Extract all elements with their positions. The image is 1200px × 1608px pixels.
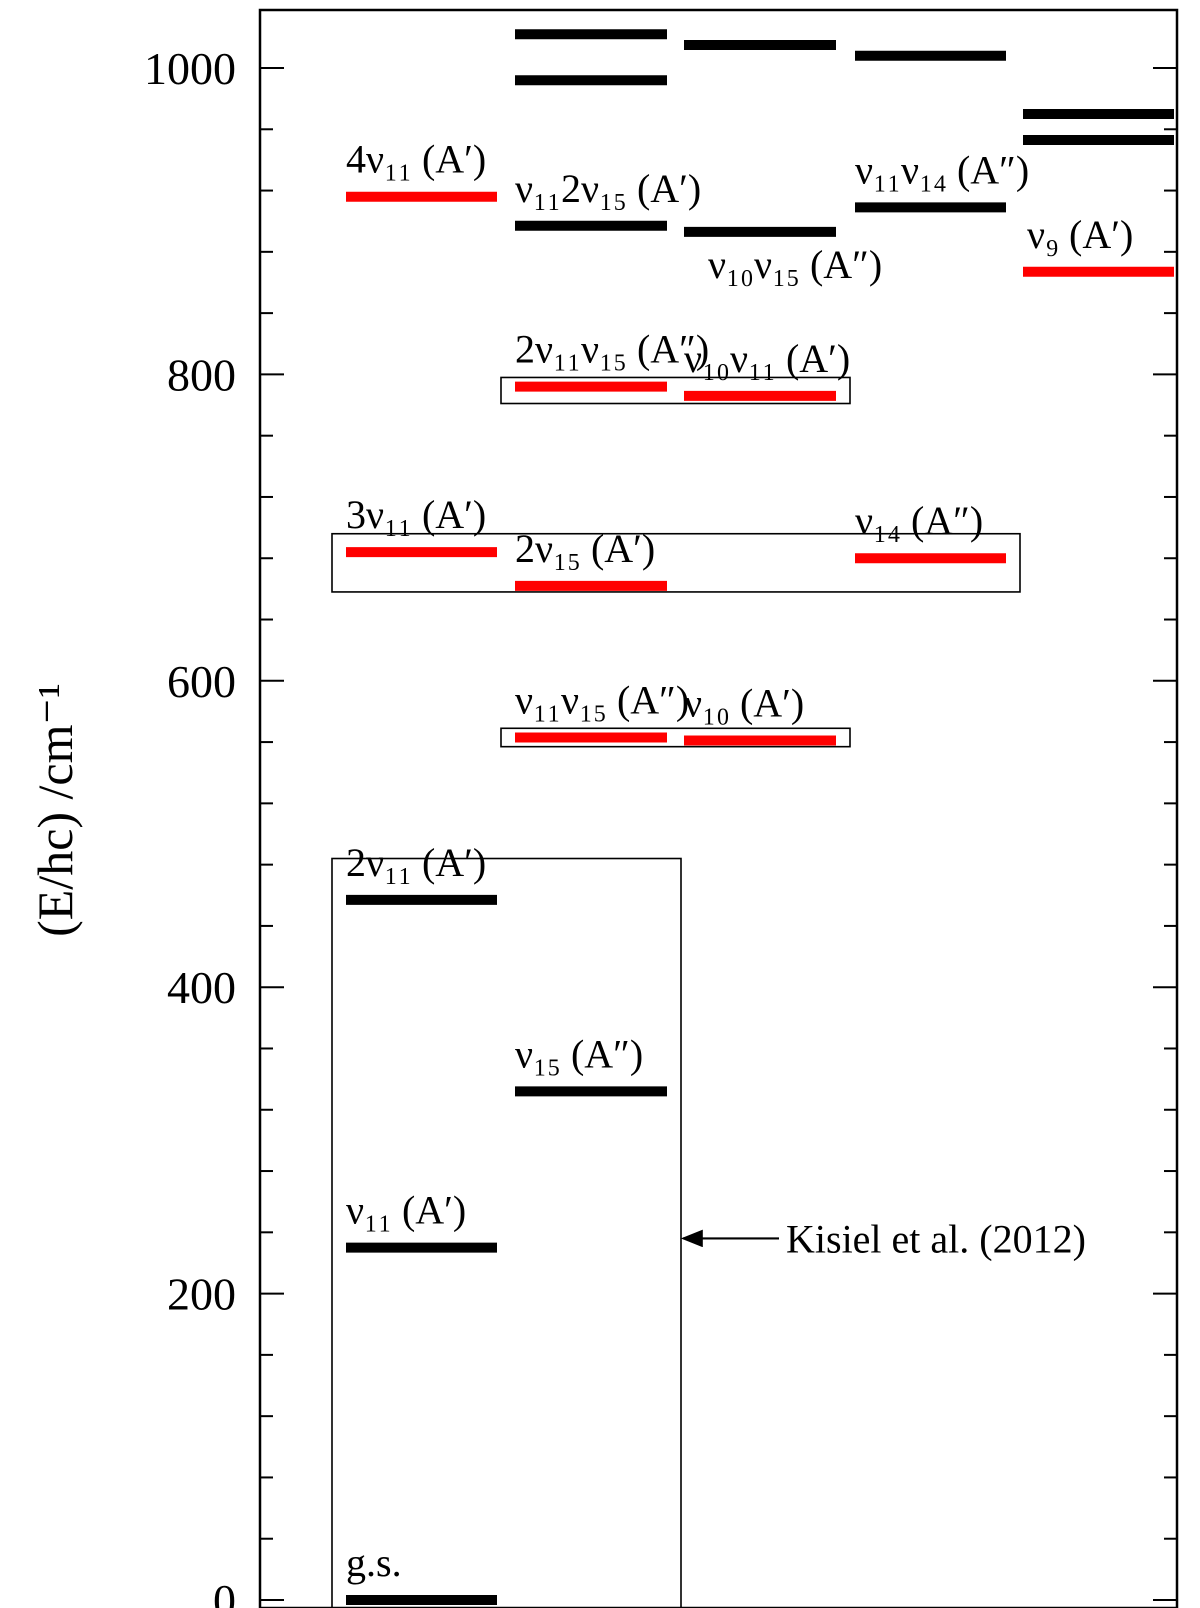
group-box <box>331 857 682 1608</box>
energy-level-label: 3ν₁₁ (A′) <box>346 492 486 537</box>
energy-level-label: 2ν₁₅ (A′) <box>515 526 655 571</box>
energy-level-label: ν₁₀ν₁₁ (A′) <box>684 336 850 381</box>
group-box <box>331 532 1021 593</box>
y-tick-label: 800 <box>167 349 236 400</box>
energy-level-label: ν₁₅ (A″) <box>515 1031 643 1076</box>
energy-level-label: ν₁₁2ν₁₅ (A′) <box>515 166 701 211</box>
energy-level-label: g.s. <box>346 1540 402 1585</box>
y-tick-label: 0 <box>213 1575 236 1608</box>
y-tick-label: 1000 <box>144 43 236 94</box>
y-axis-label: (E/hc) /cm⁻¹ <box>27 683 83 937</box>
energy-level-label: 2ν₁₁ (A′) <box>346 840 486 885</box>
y-tick-label: 600 <box>167 656 236 707</box>
energy-level-label: 4ν₁₁ (A′) <box>346 137 486 182</box>
energy-level-label: ν₁₄ (A″) <box>855 498 983 543</box>
energy-level-label: 2ν₁₁ν₁₅ (A″) <box>515 327 709 372</box>
energy-levels <box>346 29 1174 1605</box>
energy-level-label: ν₁₁ν₁₄ (A″) <box>855 147 1029 192</box>
group-box <box>500 727 851 748</box>
energy-level-label: ν₉ (A′) <box>1027 212 1133 257</box>
group-box <box>500 376 851 405</box>
level-labels: g.s. ν₁₁ (A′) 2ν₁₁ (A′) 3ν₁₁ (A′) 4ν₁₁ (A′) ν… <box>346 137 1133 1585</box>
energy-level-label: ν₁₀ν₁₅ (A″) <box>708 242 882 287</box>
annotation-text: Kisiel et al. (2012) <box>786 1216 1086 1261</box>
energy-level-label: ν₁₀ (A′) <box>684 681 804 726</box>
energy-level-label: ν₁₁ (A′) <box>346 1188 466 1233</box>
annotations: Kisiel et al. (2012) <box>680 1216 1086 1261</box>
plot-frame <box>258 8 1179 1608</box>
y-tick-label: 400 <box>167 962 236 1013</box>
y-tick-label: 200 <box>167 1269 236 1320</box>
y-ticks: 0 200 400 600 800 1000 <box>144 43 1177 1608</box>
energy-level-label: ν₁₁ν₁₅ (A″) <box>515 677 689 722</box>
